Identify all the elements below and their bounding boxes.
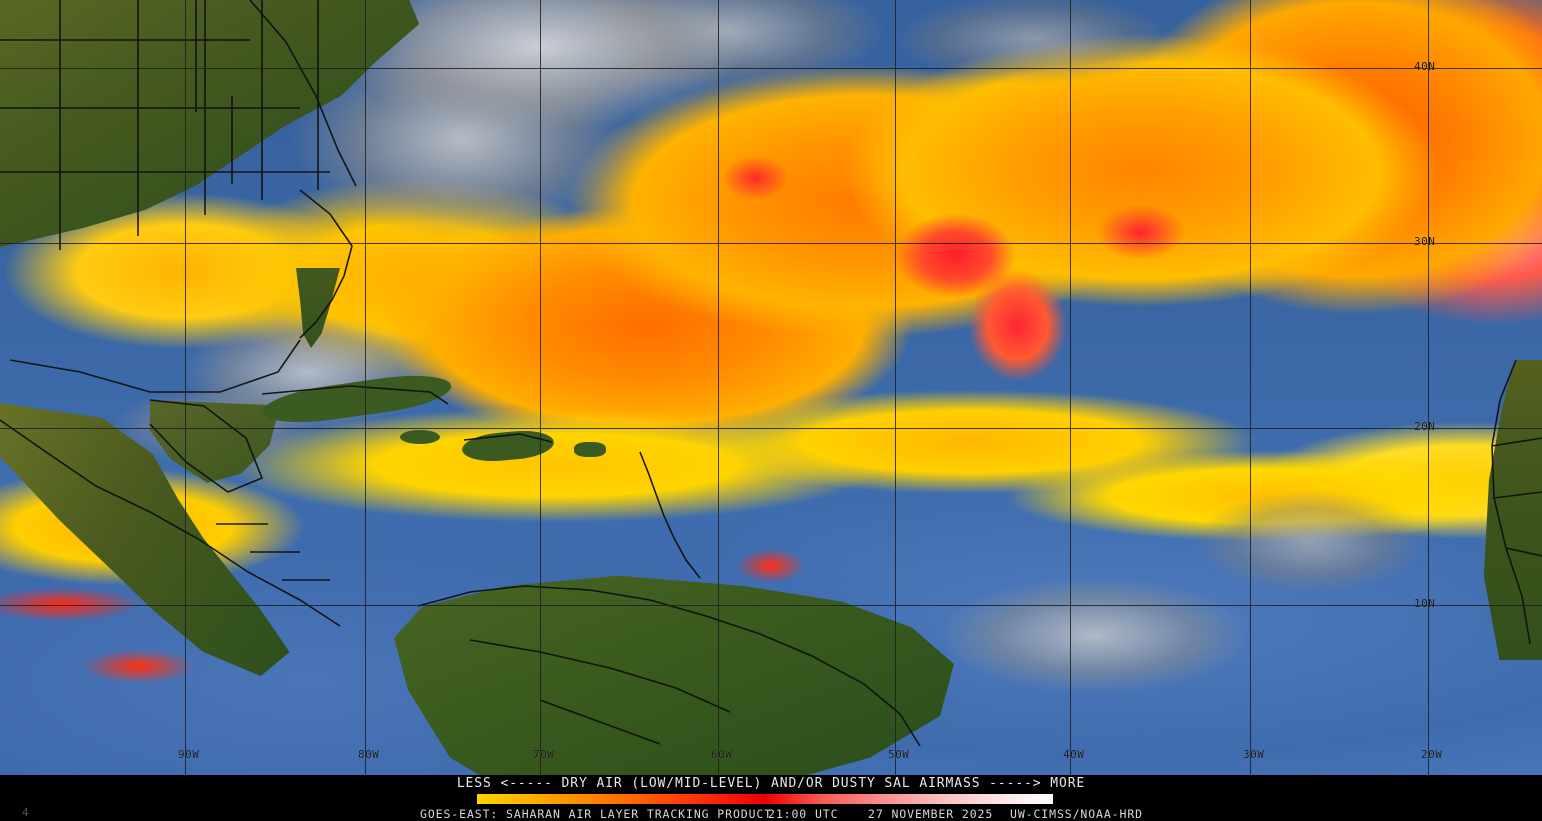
land-puerto-rico (574, 442, 606, 457)
frame-number-label: 4 (22, 806, 29, 819)
annotation-bar: LESS <----- DRY AIR (LOW/MID-LEVEL) AND/… (0, 775, 1542, 821)
product-title: GOES-EAST: SAHARAN AIR LAYER TRACKING PR… (420, 807, 773, 821)
legend-caption: LESS <----- DRY AIR (LOW/MID-LEVEL) AND/… (456, 776, 1086, 791)
product-date: 27 NOVEMBER 2025 (868, 807, 994, 821)
product-credit: UW-CIMSS/NOAA-HRD (1010, 807, 1144, 821)
product-time: 21:00 UTC (768, 807, 839, 821)
satellite-map[interactable]: 40N 30N 20N 10N 90W 80W 70W 60W 50W 40W … (0, 0, 1542, 775)
product-info-line: GOES-EAST: SAHARAN AIR LAYER TRACKING PR… (0, 807, 1542, 821)
land-jamaica (400, 430, 440, 444)
color-scale-bar (477, 794, 1053, 804)
